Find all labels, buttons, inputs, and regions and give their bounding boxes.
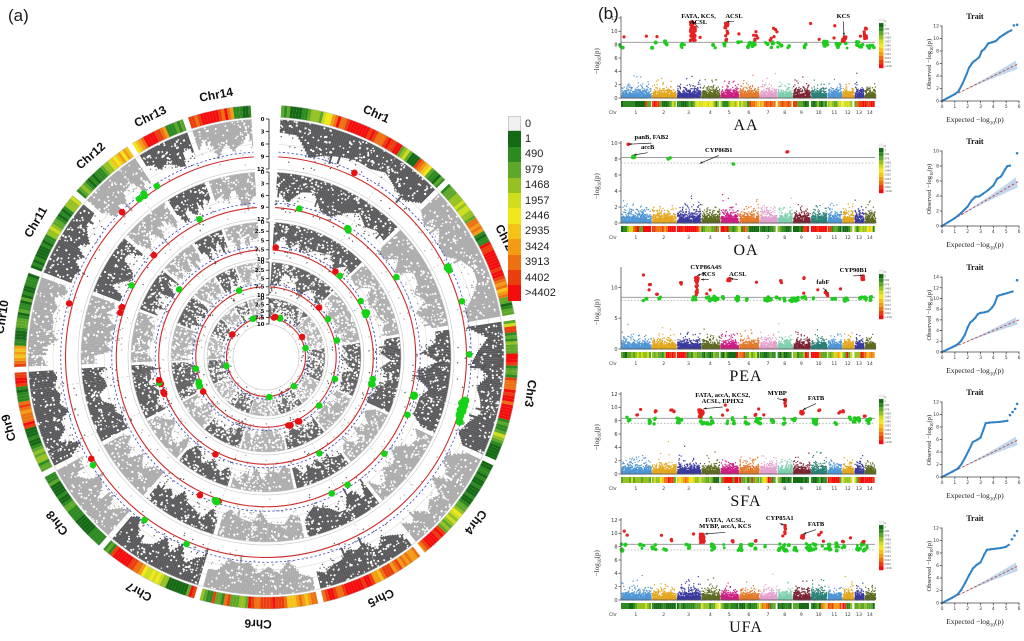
legend-item: 3913 (508, 254, 556, 270)
trait-row-sfa: −log10(p) FATA, accA, KCS2, ACSL, EPHX2M… (592, 388, 1024, 514)
qq-plot-pea: Trait Observed −log10(p) Expected −log10… (925, 263, 1024, 389)
legend-item: 2446 (508, 208, 556, 224)
legend-value: 1957 (525, 194, 550, 207)
legend-value: 3913 (525, 256, 550, 269)
legend-swatch (508, 269, 521, 286)
qq-plot-ufa: Trait Observed −log10(p) Expected −log10… (925, 514, 1024, 640)
legend-item: 1468 (508, 177, 556, 193)
legend-item: 0 (508, 116, 556, 132)
legend-swatch (508, 162, 521, 178)
trait-title-ufa: UFA (729, 619, 763, 636)
qq-title: Trait (966, 388, 984, 397)
trait-row-ufa: −log10(p) FATA, ACSL, MYBP, accA, KCSCYP… (592, 514, 1024, 640)
qq-title: Trait (966, 514, 984, 523)
legend-swatch (508, 285, 521, 301)
legend-value: >4402 (525, 286, 556, 299)
legend-value: 2446 (525, 210, 550, 223)
legend-swatch (508, 223, 521, 240)
trait-title-aa: AA (733, 117, 759, 134)
legend-item: 1957 (508, 192, 556, 209)
qq-canvas-oa (925, 147, 1024, 239)
legend-item: 4402 (508, 269, 556, 286)
legend-value: 0 (525, 117, 532, 130)
legend-item: 490 (508, 146, 556, 163)
legend-value: 3424 (525, 240, 550, 253)
qq-canvas-aa (925, 22, 1024, 114)
manhattan-canvas-oa (600, 137, 892, 249)
legend-swatch (508, 239, 521, 255)
trait-title-pea: PEA (729, 368, 763, 385)
legend-item: 979 (508, 162, 556, 178)
manhattan-canvas-ufa (600, 514, 892, 626)
qq-canvas-ufa (925, 524, 1024, 616)
legend-value: 1468 (525, 179, 550, 192)
legend-swatch (508, 208, 521, 224)
legend-value: 2935 (525, 225, 550, 238)
legend-value: 490 (525, 148, 544, 161)
manhattan-canvas-pea (600, 263, 892, 375)
qq-x-axis-label: Expected −log10(p) (946, 240, 1004, 252)
qq-x-axis-label: Expected −log10(p) (946, 617, 1004, 629)
legend-value: 979 (525, 163, 544, 176)
qq-plot-aa: Trait Observed −log10(p) Expected −log10… (925, 12, 1024, 138)
legend-swatch (508, 192, 521, 209)
qq-title: Trait (966, 137, 984, 146)
legend-item: 3424 (508, 239, 556, 255)
legend-value: 1 (525, 133, 532, 146)
circular-manhattan-canvas (0, 0, 590, 641)
legend-item: 2935 (508, 223, 556, 240)
qq-plot-oa: Trait Observed −log10(p) Expected −log10… (925, 137, 1024, 263)
manhattan-canvas-aa (600, 12, 892, 124)
legend-value: 4402 (525, 271, 550, 284)
qq-plot-sfa: Trait Observed −log10(p) Expected −log10… (925, 388, 1024, 514)
qq-canvas-pea (925, 273, 1024, 365)
trait-title-sfa: SFA (730, 493, 762, 510)
panel-a: (a) 014909791468195724462935342439134402… (0, 0, 590, 641)
legend-swatch (508, 254, 521, 270)
legend-item: >4402 (508, 285, 556, 301)
legend-swatch (508, 131, 521, 147)
legend-item: 1 (508, 131, 556, 147)
legend-swatch (508, 177, 521, 193)
qq-title: Trait (966, 12, 984, 21)
qq-x-axis-label: Expected −log10(p) (946, 491, 1004, 503)
manhattan-canvas-sfa (600, 388, 892, 500)
legend-swatch (508, 146, 521, 163)
snp-density-legend: 0 1 490 979 1468 1957 2446 2935 3424 3913 4402 >440… (508, 116, 556, 301)
qq-canvas-sfa (925, 398, 1024, 490)
qq-x-axis-label: Expected −log10(p) (946, 115, 1004, 127)
legend-swatch (508, 116, 521, 132)
trait-title-oa: OA (733, 242, 759, 259)
qq-x-axis-label: Expected −log10(p) (946, 366, 1004, 378)
qq-title: Trait (966, 263, 984, 272)
